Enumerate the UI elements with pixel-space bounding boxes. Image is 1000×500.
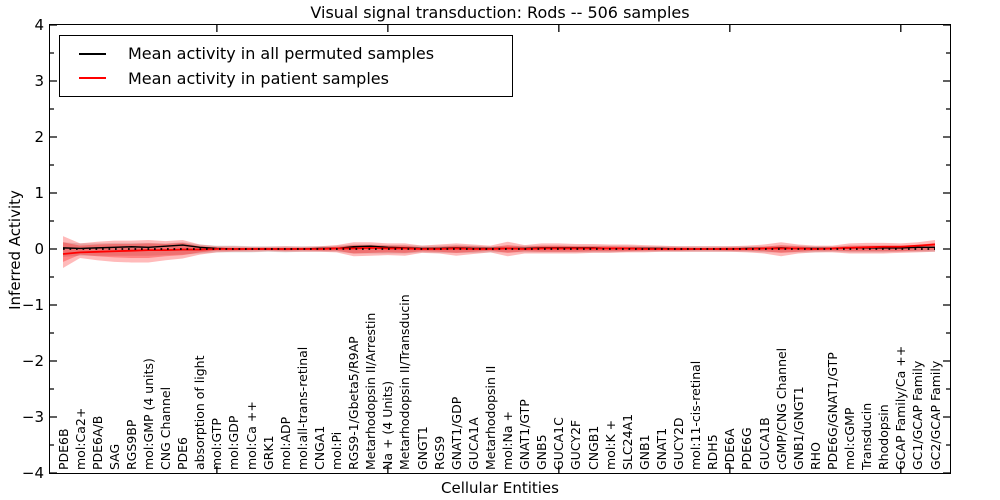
x-tick-label: PDE6 bbox=[175, 436, 191, 470]
x-tick-label: PDE6A/B bbox=[89, 415, 105, 470]
x-tick-label: CNGA1 bbox=[311, 425, 327, 470]
y-tick-label: −4 bbox=[21, 464, 44, 482]
legend-line-swatch bbox=[79, 77, 106, 80]
x-tick-label: GRK1 bbox=[260, 435, 276, 470]
x-tick-label: mol:all-trans-retinal bbox=[294, 346, 310, 470]
x-tick-label: PDE6A bbox=[722, 428, 738, 470]
y-tick-label: 0 bbox=[34, 240, 44, 258]
x-tick-label: RGS9BP bbox=[123, 419, 139, 470]
x-tick-label: mol:Na + bbox=[500, 411, 516, 470]
x-tick-label: Metarhodopsin II/Arrestin bbox=[363, 312, 379, 470]
legend-label: Mean activity in all permuted samples bbox=[128, 44, 435, 64]
x-tick-label: mol:K + bbox=[602, 419, 618, 470]
x-tick-label: CNG Channel bbox=[158, 386, 174, 470]
x-tick-label: RHO bbox=[807, 442, 823, 470]
y-tick-label: 2 bbox=[34, 128, 44, 146]
legend-label: Mean activity in patient samples bbox=[128, 68, 389, 88]
band-patient-samples-inner-range bbox=[63, 242, 935, 262]
x-tick-label: Rhodopsin bbox=[876, 404, 892, 470]
y-tick-label: −3 bbox=[21, 408, 44, 426]
x-tick-label: mol:Ca2+ bbox=[72, 407, 88, 470]
chart-title: Visual signal transduction: Rods -- 506 … bbox=[310, 3, 690, 22]
x-tick-label: GC2/GCAP Family bbox=[927, 360, 943, 470]
y-axis-label: Inferred Activity bbox=[6, 190, 24, 310]
plot-svg bbox=[50, 24, 950, 474]
y-tick-label: 1 bbox=[34, 184, 44, 202]
x-tick-label: GCAP Family/Ca ++ bbox=[893, 345, 909, 470]
x-tick-label: CNGB1 bbox=[585, 425, 601, 470]
x-tick-label: SLC24A1 bbox=[619, 413, 635, 470]
x-tick-label: mol:Pi bbox=[329, 431, 345, 470]
y-tick-label: −2 bbox=[21, 352, 44, 370]
x-tick-label: mol:cGMP bbox=[842, 407, 857, 470]
legend: Mean activity in all permuted samples Mea… bbox=[59, 35, 513, 97]
x-tick-label: RGS9-1/Gbeta5/R9AP bbox=[346, 336, 362, 470]
x-tick-label: GNB5 bbox=[534, 434, 550, 470]
chart-canvas bbox=[50, 24, 950, 474]
x-tick-label: GNGT1 bbox=[414, 426, 430, 470]
y-tick-label: −1 bbox=[21, 296, 44, 314]
legend-line-swatch bbox=[79, 52, 106, 55]
x-tick-label: GUCY2F bbox=[568, 419, 584, 470]
x-tick-label: GNB1 bbox=[636, 434, 652, 470]
legend-entry: Mean activity in all permuted samples bbox=[60, 44, 512, 63]
x-tick-label: mol:GTP bbox=[209, 418, 225, 470]
x-tick-label: PDE6G bbox=[739, 427, 755, 470]
x-tick-label: RDH5 bbox=[705, 434, 721, 470]
x-tick-label: GUCA1B bbox=[756, 417, 772, 470]
x-tick-label: mol:GDP bbox=[226, 415, 242, 470]
x-tick-label: GC1/GCAP Family bbox=[910, 360, 926, 470]
y-tick-label: 3 bbox=[34, 72, 44, 90]
x-tick-label: PDE6G/GNAT1/GTP bbox=[824, 352, 840, 470]
x-tick-label: GUCA1C bbox=[551, 417, 567, 470]
x-tick-label: GNAT1 bbox=[653, 427, 669, 470]
x-tick-label: Transducin bbox=[859, 402, 875, 470]
x-tick-label: RGS9 bbox=[431, 435, 447, 470]
x-axis-label: Cellular Entities bbox=[441, 479, 559, 497]
band-patient-samples-outer-range bbox=[63, 236, 935, 269]
x-tick-label: mol:Ca ++ bbox=[243, 401, 259, 470]
x-tick-label: SAG bbox=[106, 443, 122, 470]
x-tick-label: mol:ADP bbox=[277, 416, 293, 470]
legend-entry: Mean activity in patient samples bbox=[60, 69, 512, 88]
x-tick-label: GNB1/GNGT1 bbox=[790, 386, 806, 470]
x-tick-label: GNAT1/GDP bbox=[448, 396, 464, 470]
x-tick-label: mol:11-cis-retinal bbox=[688, 360, 704, 470]
x-tick-label: mol:GMP (4 units) bbox=[140, 358, 156, 470]
x-tick-label: Metarhodopsin II/Transducin bbox=[397, 294, 413, 470]
x-tick-label: PDE6B bbox=[55, 428, 71, 470]
x-tick-label: cGMP/CNG Channel bbox=[773, 347, 789, 470]
x-tick-label: GNAT1/GTP bbox=[517, 399, 533, 470]
x-tick-label: absorption of light bbox=[192, 355, 208, 470]
x-tick-label: Na + (4 Units) bbox=[380, 380, 396, 470]
y-tick-label: 4 bbox=[34, 16, 44, 34]
x-tick-label: GUCY2D bbox=[671, 417, 687, 470]
x-tick-label: Metarhodopsin II bbox=[482, 365, 498, 470]
x-tick-label: GUCA1A bbox=[465, 417, 481, 470]
